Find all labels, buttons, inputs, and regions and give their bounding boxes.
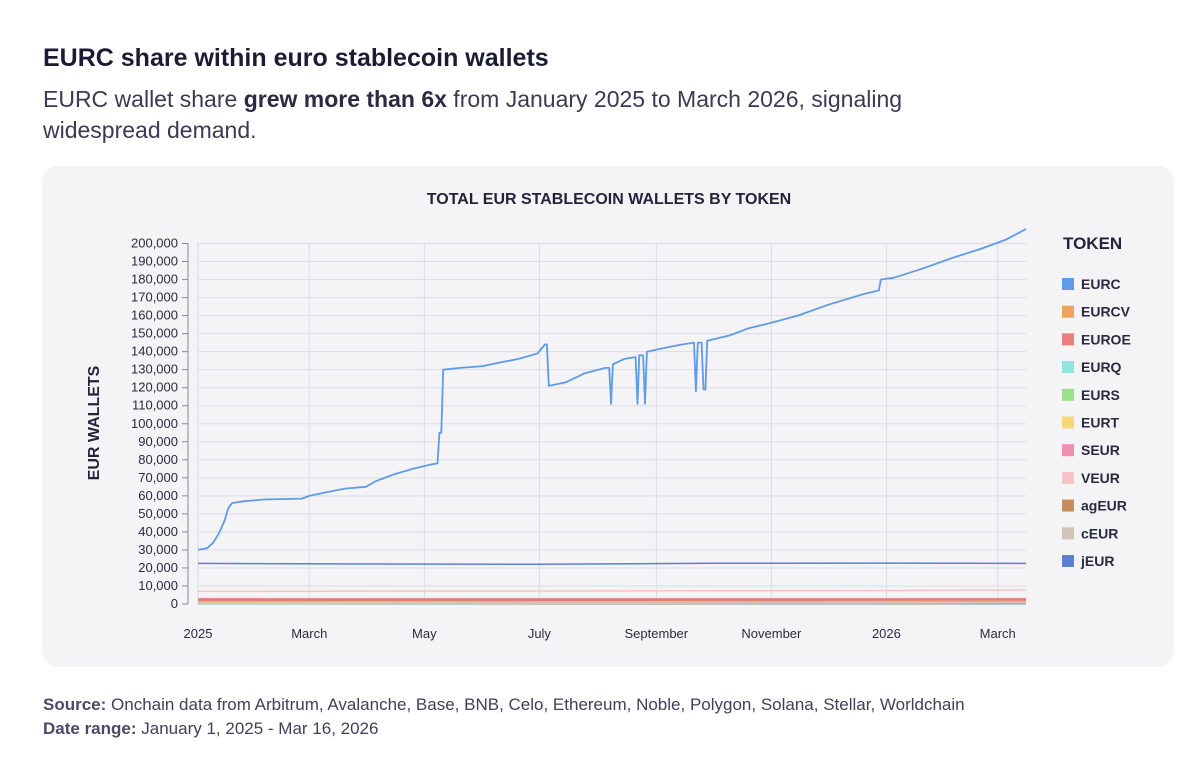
- y-tick-label: 90,000: [138, 434, 178, 449]
- subtitle-tail: from January 2025 to March 2026, signali…: [43, 86, 903, 143]
- series-line-jeur: [197, 562, 1027, 566]
- legend-title: TOKEN: [1063, 234, 1122, 253]
- legend-label-veur: VEUR: [1081, 470, 1120, 486]
- legend-swatch-ageur: [1062, 499, 1074, 512]
- x-tick-label: March: [980, 626, 1016, 641]
- y-tick-label: 50,000: [138, 506, 178, 521]
- legend-label-ageur: agEUR: [1081, 498, 1127, 514]
- legend-label-eurc: EURC: [1081, 276, 1121, 292]
- x-tick-label: May: [412, 626, 437, 641]
- legend-swatch-ceur: [1062, 527, 1074, 540]
- chart-title: TOTAL EUR STABLECOIN WALLETS BY TOKEN: [427, 191, 791, 208]
- series-line-eurcv: [197, 600, 1027, 603]
- legend-swatch-jeur: [1062, 555, 1074, 567]
- chart-card: TOTAL EUR STABLECOIN WALLETS BY TOKEN EU…: [42, 166, 1174, 667]
- legend-swatch-euroe: [1062, 333, 1074, 346]
- legend-swatch-eurc: [1062, 278, 1074, 290]
- legend-label-eurcv: EURCV: [1081, 304, 1131, 320]
- y-tick-label: 200,000: [131, 236, 178, 251]
- y-tick-label: 40,000: [138, 524, 178, 539]
- legend-swatch-eurt: [1062, 416, 1074, 429]
- y-tick-label: 100,000: [131, 416, 178, 431]
- y-tick-label: 120,000: [131, 380, 178, 395]
- x-tick-label: September: [625, 626, 689, 641]
- y-tick-label: 150,000: [131, 326, 178, 341]
- x-tick-label: November: [741, 626, 802, 641]
- y-tick-label: 0: [171, 596, 178, 611]
- series-line-veur: [197, 589, 1027, 593]
- legend-label-ceur: cEUR: [1081, 525, 1118, 541]
- y-tick-label: 170,000: [131, 290, 178, 305]
- legend-swatch-eurq: [1062, 361, 1074, 374]
- x-tick-label: 2026: [872, 626, 901, 641]
- y-tick-label: 160,000: [131, 308, 178, 323]
- y-tick-label: 190,000: [131, 254, 178, 269]
- date-range-label: Date range:: [43, 719, 137, 738]
- date-range-note: Date range: January 1, 2025 - Mar 16, 20…: [43, 719, 378, 739]
- legend: EURC EURCV EUROE EURQ EURS EURT SEUR VEUR agEUR c…: [1062, 276, 1131, 569]
- grid-lines: [187, 243, 1026, 605]
- legend-swatch-veur: [1062, 471, 1074, 484]
- y-tick-label: 70,000: [138, 470, 178, 485]
- y-axis-ticks: 0 10,000 20,000 30,000 40,000 50,000 60,000 70,…: [131, 236, 188, 611]
- y-tick-label: 140,000: [131, 344, 178, 359]
- y-tick-label: 80,000: [138, 452, 178, 467]
- legend-label-eurt: EURT: [1081, 415, 1120, 431]
- source-note: Source: Onchain data from Arbitrum, Aval…: [43, 695, 965, 715]
- legend-label-seur: SEUR: [1081, 442, 1120, 458]
- legend-label-eurs: EURS: [1081, 387, 1120, 403]
- line-chart: TOTAL EUR STABLECOIN WALLETS BY TOKEN EU…: [86, 191, 1131, 641]
- legend-label-jeur: jEUR: [1080, 553, 1114, 569]
- y-axis-label: EUR WALLETS: [86, 365, 103, 480]
- x-tick-label: July: [528, 626, 552, 641]
- y-tick-label: 110,000: [132, 398, 178, 413]
- source-text: Onchain data from Arbitrum, Avalanche, B…: [106, 695, 965, 714]
- page-subtitle: EURC wallet share grew more than 6x from…: [43, 84, 903, 146]
- date-range-text: January 1, 2025 - Mar 16, 2026: [136, 719, 379, 738]
- x-axis-ticks: 2025 March May July September November 2026 Mar…: [184, 626, 1016, 641]
- legend-label-euroe: EUROE: [1081, 331, 1131, 347]
- y-tick-label: 60,000: [138, 488, 178, 503]
- source-label: Source:: [43, 695, 107, 714]
- subtitle-lead: EURC wallet share: [43, 86, 244, 112]
- series-line-eurc: [197, 228, 1027, 551]
- legend-swatch-seur: [1062, 444, 1074, 457]
- y-tick-label: 30,000: [138, 542, 178, 557]
- legend-swatch-eurs: [1062, 388, 1074, 401]
- x-tick-label: March: [291, 626, 327, 641]
- y-tick-label: 130,000: [131, 362, 178, 377]
- page-title: EURC share within euro stablecoin wallet…: [43, 44, 549, 72]
- y-tick-label: 10,000: [138, 578, 178, 593]
- x-tick-label: 2025: [184, 626, 213, 641]
- legend-label-eurq: EURQ: [1081, 359, 1122, 375]
- y-tick-label: 20,000: [138, 560, 178, 575]
- legend-swatch-eurcv: [1062, 305, 1074, 318]
- y-tick-label: 180,000: [131, 272, 178, 287]
- subtitle-emphasis: grew more than 6x: [243, 86, 447, 112]
- series-lines: [197, 228, 1027, 605]
